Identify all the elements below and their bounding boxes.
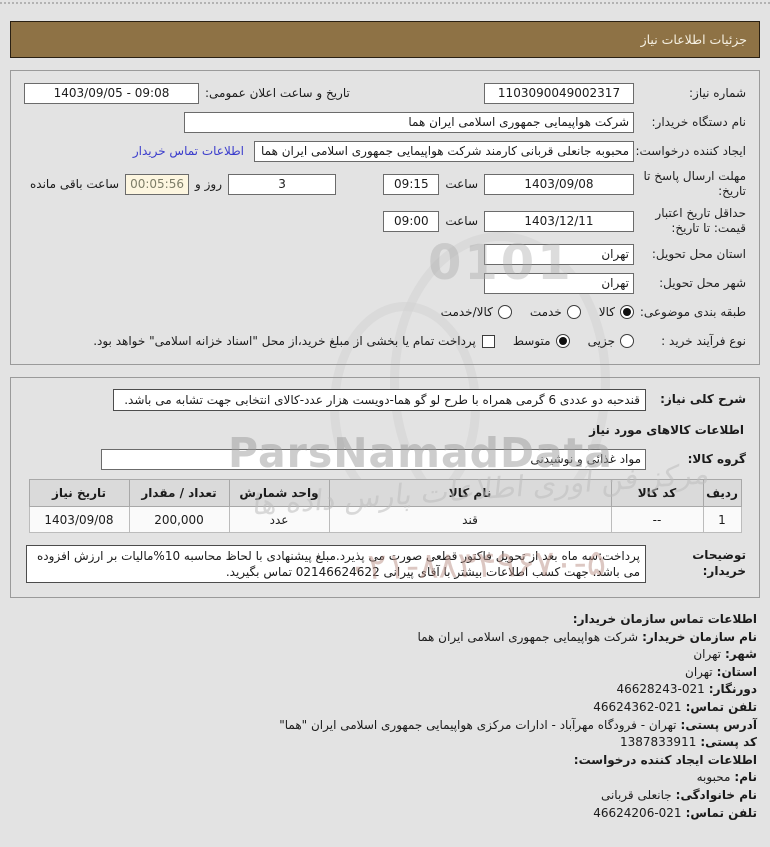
goods-group-label: گروه کالا: bbox=[687, 452, 746, 466]
radio-option-medium[interactable]: متوسط bbox=[513, 334, 570, 348]
validity-hour-label: ساعت bbox=[445, 214, 478, 228]
buyer-notes-label: توضیحات خریدار: bbox=[692, 548, 746, 578]
classification-label: طبقه بندی موضوعی: bbox=[639, 304, 746, 319]
radio-icon-goods-service[interactable] bbox=[497, 305, 512, 319]
contact-line: کد پستی:1387833911 bbox=[619, 735, 757, 750]
buyer-org-field[interactable]: شرکت هواپیمایی جمهوری اسلامی ایران هما bbox=[184, 111, 634, 133]
need-number-row: شماره نیاز: 1103090049002317 تاریخ و ساع… bbox=[24, 82, 746, 104]
radio-label-service: خدمت bbox=[529, 305, 562, 319]
validity-date-field[interactable]: 1403/12/11 bbox=[484, 210, 634, 232]
goods-table: ردیف کد کالا نام کالا واحد شمارش تعداد / مقد… bbox=[28, 479, 742, 533]
goods-group-row: گروه کالا: مواد غذائی و نوشیدنی bbox=[24, 449, 746, 470]
contact-line: دورنگار:46628243-021 bbox=[616, 682, 757, 697]
contact-line: نام:محبوبه bbox=[696, 770, 757, 785]
price-validity-row: حداقل تاریخ اعتبار قیمت: تا تاریخ: 1403/… bbox=[24, 206, 746, 236]
contact-line: تلفن تماس:46624362-021 bbox=[593, 699, 757, 714]
buyer-contact-link[interactable]: اطلاعات تماس خریدار bbox=[132, 144, 244, 158]
need-number-label: شماره نیاز: bbox=[689, 85, 746, 100]
deadline-time-field[interactable]: 09:15 bbox=[383, 173, 440, 195]
deadline-hour-label: ساعت bbox=[445, 177, 478, 191]
contact-line: استان:تهران bbox=[685, 664, 757, 679]
process-type-label: نوع فرآیند خرید : bbox=[661, 333, 746, 348]
buyer-contact-heading: اطلاعات تماس سازمان خریدار: bbox=[572, 612, 757, 626]
radio-label-minor: جزیی bbox=[587, 334, 615, 348]
need-description-row: شرح کلی نیاز: قندحبه دو عددی 6 گرمی همرا… bbox=[24, 389, 746, 411]
need-info-panel: شماره نیاز: 1103090049002317 تاریخ و ساع… bbox=[10, 70, 760, 365]
radio-icon-goods[interactable] bbox=[620, 305, 634, 319]
price-validity-label: حداقل تاریخ اعتبار قیمت: تا تاریخ: bbox=[655, 206, 746, 235]
radio-icon-minor[interactable] bbox=[620, 334, 634, 348]
city-label: شهر محل تحویل: bbox=[659, 275, 746, 290]
treasury-checkbox-option[interactable]: پرداخت تمام یا بخشی از مبلغ خرید،از محل … bbox=[93, 334, 495, 348]
creator-field[interactable]: محبوبه جانعلی قربانی کارمند شرکت هواپیما… bbox=[254, 140, 634, 162]
radio-option-goods[interactable]: کالا bbox=[599, 305, 634, 319]
process-type-row: نوع فرآیند خرید : جزیی متوسط پرداخت تمام… bbox=[24, 330, 746, 352]
deadline-label: مهلت ارسال پاسخ تا تاریخ: bbox=[643, 169, 746, 198]
buyer-org-label: نام دستگاه خریدار: bbox=[651, 114, 747, 129]
deadline-date-field[interactable]: 1403/09/08 bbox=[484, 173, 634, 195]
radio-icon-medium[interactable] bbox=[555, 334, 570, 348]
radio-icon-service[interactable] bbox=[566, 305, 581, 319]
goods-info-heading: اطلاعات کالاهای مورد نیاز bbox=[589, 423, 744, 437]
remaining-label: ساعت باقی مانده bbox=[30, 177, 120, 191]
goods-info-panel: شرح کلی نیاز: قندحبه دو عددی 6 گرمی همرا… bbox=[10, 377, 760, 598]
buyer-contact-section: اطلاعات تماس سازمان خریدار: نام سازمان خ… bbox=[13, 611, 757, 822]
goods-table-header: تاریخ نیاز bbox=[28, 479, 130, 507]
treasury-checkbox[interactable] bbox=[481, 334, 495, 348]
countdown-timer: 00:05:56 bbox=[125, 173, 190, 195]
buyer-notes-field[interactable]: پرداخت:سه ماه بعد از تحویل فاکتور قطعی ص… bbox=[26, 545, 646, 583]
announce-label: تاریخ و ساعت اعلان عمومی: bbox=[205, 86, 350, 100]
days-remaining-field[interactable]: 3 bbox=[228, 173, 337, 195]
goods-table-header: ردیف bbox=[702, 479, 742, 507]
contact-line: آدرس پستی:تهران - فرودگاه مهرآباد - ادار… bbox=[279, 717, 757, 732]
goods-group-field[interactable]: مواد غذائی و نوشیدنی bbox=[101, 449, 646, 470]
contact-line: نام سازمان خریدار:شرکت هواپیمایی جمهوری … bbox=[417, 629, 757, 644]
province-label: استان محل تحویل: bbox=[651, 246, 746, 261]
treasury-checkbox-label: پرداخت تمام یا بخشی از مبلغ خرید،از محل … bbox=[93, 334, 476, 348]
contact-line: تلفن تماس:46624206-021 bbox=[593, 805, 757, 820]
province-field[interactable]: تهران bbox=[484, 243, 634, 265]
creator-label: ایجاد کننده درخواست: bbox=[635, 143, 746, 158]
goods-table-header: نام کالا bbox=[328, 479, 612, 507]
city-field[interactable]: تهران bbox=[484, 272, 634, 294]
creator-contact-lines: نام:محبوبه نام خانوادگی:جانعلی قربانی تلفن… bbox=[13, 769, 757, 822]
table-row: 1 -- قند عدد 200,000 1403/09/08 bbox=[28, 506, 742, 533]
buyer-notes-row: توضیحات خریدار: پرداخت:سه ماه بعد از تحو… bbox=[24, 545, 746, 583]
contact-line: نام خانوادگی:جانعلی قربانی bbox=[600, 787, 757, 802]
days-and-label: روز و bbox=[195, 177, 223, 191]
need-description-field[interactable]: قندحبه دو عددی 6 گرمی همراه با طرح لو گو… bbox=[113, 389, 646, 411]
contact-line: شهر:تهران bbox=[693, 647, 757, 662]
radio-option-service[interactable]: خدمت bbox=[530, 305, 581, 319]
goods-table-header-row: ردیف کد کالا نام کالا واحد شمارش تعداد / مقد… bbox=[28, 479, 742, 507]
need-description-label: شرح کلی نیاز: bbox=[660, 392, 746, 406]
buyer-contact-lines: نام سازمان خریدار:شرکت هواپیمایی جمهوری … bbox=[13, 629, 757, 752]
province-row: استان محل تحویل: تهران bbox=[24, 243, 746, 265]
radio-label-goods: کالا bbox=[598, 305, 615, 319]
top-dotted-divider bbox=[0, 2, 770, 4]
city-row: شهر محل تحویل: تهران bbox=[24, 272, 746, 294]
radio-option-goods-service[interactable]: کالا/خدمت bbox=[441, 305, 512, 319]
radio-label-medium: متوسط bbox=[512, 334, 551, 348]
goods-table-header: کد کالا bbox=[610, 479, 704, 507]
radio-label-goods-service: کالا/خدمت bbox=[440, 305, 493, 319]
creator-row: ایجاد کننده درخواست: محبوبه جانعلی قربان… bbox=[24, 140, 746, 162]
radio-option-minor[interactable]: جزیی bbox=[588, 334, 634, 348]
goods-table-header: واحد شمارش bbox=[228, 479, 330, 507]
creator-contact-heading: اطلاعات ایجاد کننده درخواست: bbox=[573, 752, 757, 767]
classification-row: طبقه بندی موضوعی: کالا خدمت کالا/خدمت bbox=[24, 301, 746, 323]
need-number-field[interactable]: 1103090049002317 bbox=[484, 82, 634, 104]
deadline-row: مهلت ارسال پاسخ تا تاریخ: 1403/09/08 ساع… bbox=[24, 169, 746, 199]
announce-datetime-field[interactable]: 1403/09/05 - 09:08 bbox=[24, 82, 199, 104]
goods-table-body: 1 -- قند عدد 200,000 1403/09/08 bbox=[28, 506, 742, 533]
page-title: جزئیات اطلاعات نیاز bbox=[10, 21, 760, 58]
validity-time-field[interactable]: 09:00 bbox=[383, 210, 440, 232]
buyer-org-row: نام دستگاه خریدار: شرکت هواپیمایی جمهوری… bbox=[24, 111, 746, 133]
goods-table-header: تعداد / مقدار bbox=[128, 479, 230, 507]
